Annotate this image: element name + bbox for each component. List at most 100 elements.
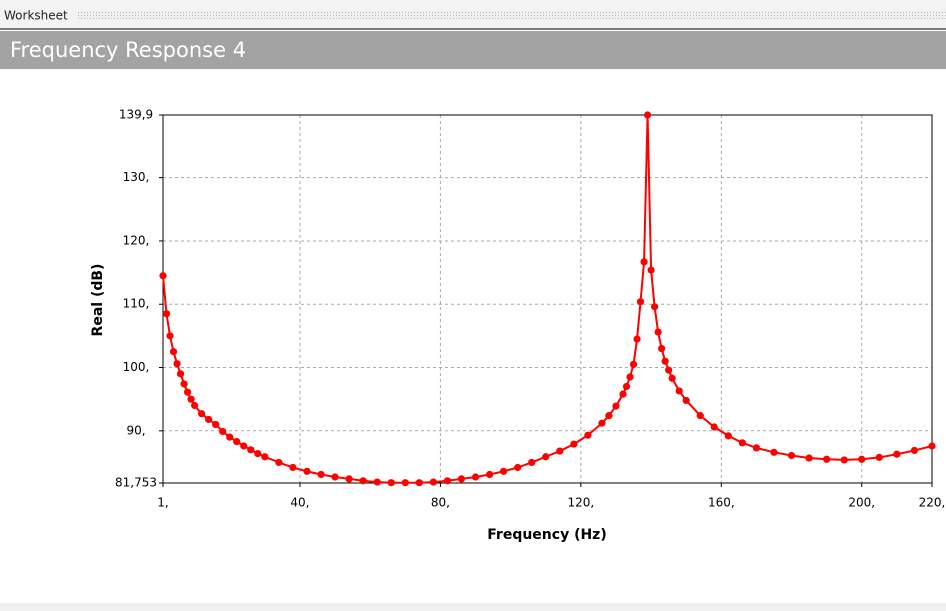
data-point (893, 450, 901, 458)
data-point (640, 258, 648, 266)
data-point (612, 402, 620, 410)
data-point (191, 401, 199, 410)
y-tick-label: 110, (123, 297, 150, 311)
data-point (710, 423, 718, 431)
tab-label[interactable]: Worksheet (4, 9, 68, 23)
data-point (584, 431, 592, 439)
data-point (668, 374, 676, 382)
data-point (542, 453, 550, 461)
y-tick-label: 139,9 (119, 108, 153, 122)
data-point (173, 360, 181, 368)
data-point (605, 412, 613, 420)
data-point (401, 479, 409, 487)
data-point (858, 455, 866, 463)
x-tick-label: 200, (848, 496, 875, 510)
data-point (500, 467, 508, 475)
data-point (619, 390, 627, 398)
data-point (654, 328, 662, 336)
plot: 81,753 90, 100, 110, 120, 130, 139,9 1, 40, 80, 12… (90, 108, 945, 544)
data-point (528, 458, 536, 467)
data-point (176, 370, 185, 378)
data-point (345, 475, 353, 483)
data-point (647, 266, 655, 274)
data-point (823, 455, 831, 463)
data-point (636, 298, 645, 306)
data-point (359, 477, 367, 485)
x-tick-label: 1, (157, 496, 168, 510)
data-point (226, 433, 234, 441)
data-point (661, 357, 669, 365)
data-point (254, 449, 262, 458)
data-point (317, 470, 325, 479)
data-point (387, 479, 395, 487)
y-tick-label: 100, (123, 360, 150, 374)
data-point (650, 303, 659, 311)
y-axis-label: Real (dB) (90, 264, 106, 337)
title-bar (0, 31, 946, 69)
data-point (169, 348, 178, 356)
data-point (696, 412, 704, 420)
data-point (626, 373, 634, 381)
data-point (289, 463, 297, 472)
data-point (443, 477, 452, 485)
data-point (658, 344, 666, 353)
data-point (682, 396, 690, 405)
data-point (219, 427, 227, 436)
data-point (514, 463, 522, 472)
data-point (665, 366, 673, 374)
data-point (183, 388, 192, 396)
x-axis-label: Frequency (Hz) (487, 527, 606, 543)
data-point (633, 335, 641, 343)
data-point (675, 387, 683, 395)
data-point (840, 456, 848, 464)
data-point (570, 440, 578, 448)
x-tick-label: 40, (290, 496, 309, 510)
data-point (331, 473, 339, 481)
plot-frame (162, 114, 933, 484)
data-point (738, 439, 746, 447)
data-point (275, 458, 283, 467)
data-point (622, 382, 631, 391)
data-point (247, 446, 255, 454)
y-tick-label: 130, (123, 170, 150, 184)
y-tick-label: 90, (126, 423, 145, 437)
data-point (787, 451, 796, 460)
data-point (485, 470, 494, 479)
data-point (233, 437, 241, 446)
data-point (205, 415, 213, 424)
x-tick-label: 80, (431, 496, 450, 510)
data-point (724, 432, 732, 440)
data-point (198, 410, 206, 418)
status-strip (0, 603, 946, 611)
data-point (928, 442, 936, 450)
y-tick-label: 120, (123, 233, 150, 247)
data-point (240, 442, 248, 450)
data-point (415, 479, 423, 487)
x-tick-label: 160, (708, 496, 735, 510)
data-point (373, 478, 381, 486)
data-point (556, 447, 564, 455)
chart-title: Frequency Response 4 (10, 38, 246, 62)
data-point (303, 467, 311, 475)
x-tick-label: 120, (567, 496, 594, 510)
data-point (429, 478, 437, 486)
separator (0, 28, 946, 30)
plot-border (162, 114, 933, 484)
data-point (629, 360, 638, 368)
tab-grip (78, 10, 946, 20)
data-point (180, 380, 188, 388)
data-point (471, 473, 480, 481)
x-tick-label: 220, (919, 496, 946, 510)
data-point (752, 444, 761, 452)
data-point (598, 419, 606, 427)
data-point (212, 420, 220, 429)
y-tick-label: 81,753 (115, 476, 157, 490)
data-point (805, 454, 813, 462)
data-point (166, 332, 174, 340)
data-point (261, 453, 269, 461)
data-point (910, 446, 919, 455)
data-point (162, 310, 171, 318)
data-point (770, 448, 778, 456)
